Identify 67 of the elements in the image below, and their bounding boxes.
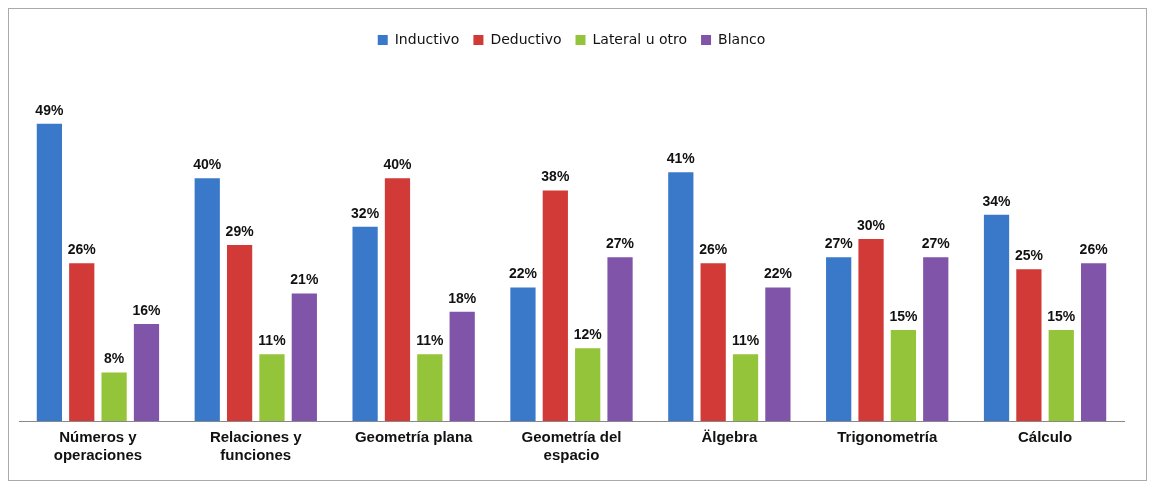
data-label: 40%: [193, 156, 222, 173]
bar: [352, 226, 378, 421]
legend-label: Lateral u otro: [592, 30, 688, 47]
bar: [700, 263, 726, 421]
data-label: 38%: [541, 168, 570, 185]
data-label: 27%: [824, 235, 854, 252]
bar: [194, 178, 220, 421]
data-label: 34%: [982, 192, 1012, 209]
bar: [890, 330, 917, 421]
bar: [858, 239, 884, 421]
legend-label: Inductivo: [394, 30, 460, 47]
data-label: 30%: [857, 216, 886, 233]
bar: [101, 372, 127, 421]
bar: [291, 293, 317, 421]
data-label: 12%: [573, 326, 603, 343]
data-label: 49%: [35, 101, 64, 118]
legend-label: Deductivo: [490, 30, 562, 47]
data-label: 27%: [606, 235, 635, 252]
data-label: 25%: [1014, 247, 1044, 264]
x-tick-label: Älgebra: [701, 428, 758, 446]
data-label: 26%: [1079, 241, 1109, 258]
bar: [133, 323, 160, 421]
data-label: 21%: [290, 271, 319, 288]
data-label: 27%: [921, 235, 951, 252]
x-tick-label: Números y operaciones: [53, 428, 143, 464]
x-tick-label: Geometría del espacio: [521, 428, 622, 464]
data-label: 41%: [666, 150, 696, 167]
bar: [1080, 263, 1107, 421]
bar: [384, 178, 411, 421]
data-label: 22%: [508, 265, 538, 282]
bar: [923, 257, 949, 421]
bar: [259, 354, 285, 421]
data-label: 26%: [67, 241, 97, 258]
x-tick-label: Relaciones y funciones: [209, 428, 303, 464]
bar: [1048, 330, 1074, 421]
data-label: 8%: [103, 350, 125, 367]
data-label: 11%: [731, 332, 760, 349]
bar: [510, 287, 536, 421]
bar: [607, 257, 633, 421]
data-label: 18%: [448, 289, 477, 306]
data-label: 40%: [383, 156, 413, 173]
bar: [226, 245, 253, 421]
data-label: 11%: [258, 332, 287, 349]
bar: [1016, 269, 1042, 421]
bar: [826, 257, 852, 421]
data-label: 26%: [699, 241, 728, 258]
bar: [983, 214, 1010, 421]
bar: [542, 190, 568, 421]
data-label: 11%: [416, 332, 444, 349]
legend-label: Blanco: [718, 30, 766, 47]
data-label: 22%: [763, 265, 793, 282]
bar: [732, 354, 759, 421]
x-tick-label: Cálculo: [1017, 428, 1073, 446]
bar: [417, 354, 443, 421]
x-tick-label: Trigonometría: [837, 428, 938, 446]
bar: [765, 287, 791, 421]
data-label: 32%: [351, 204, 380, 221]
bar: [668, 172, 694, 421]
bar: [69, 263, 95, 421]
x-tick-label: Geometría plana: [354, 428, 474, 446]
data-label: 29%: [225, 222, 255, 239]
bar: [36, 123, 63, 421]
bar: [575, 348, 601, 421]
bar: [449, 311, 475, 421]
data-label: 16%: [132, 301, 162, 318]
data-label: 15%: [1047, 307, 1076, 324]
data-label: 15%: [889, 307, 918, 324]
